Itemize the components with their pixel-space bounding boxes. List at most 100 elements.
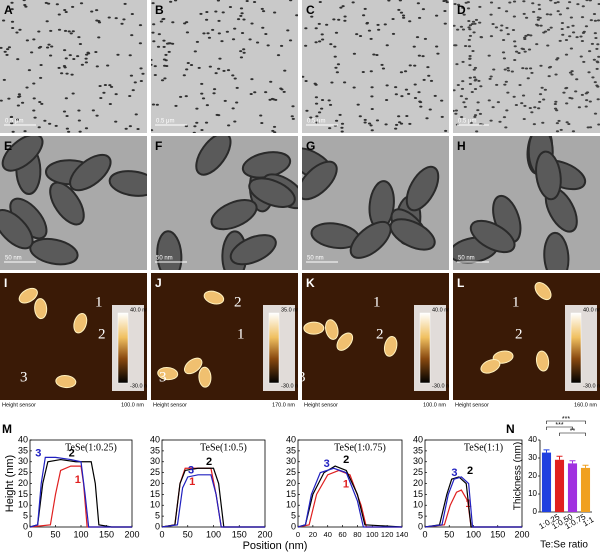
particle (47, 43, 51, 46)
curve-label: 1 (343, 478, 349, 490)
particle (468, 64, 472, 67)
particle (95, 19, 99, 22)
particle (48, 122, 52, 125)
particle (474, 18, 479, 21)
particle (78, 130, 82, 133)
particle (291, 105, 295, 108)
particle (596, 98, 600, 101)
error-bar (569, 460, 576, 464)
x-tick-label: 140 (396, 530, 409, 539)
nanorod (0, 209, 34, 250)
particle (469, 121, 473, 124)
particle (272, 98, 276, 101)
particle (514, 103, 518, 106)
x-tick-label: 40 (324, 530, 332, 539)
particle (295, 14, 298, 17)
particle (216, 0, 221, 2)
particle (533, 106, 537, 109)
y-tick-label: 5 (291, 511, 296, 521)
y-tick-label: 40 (286, 434, 296, 444)
particle (134, 113, 138, 116)
particle (128, 95, 132, 98)
particle (339, 6, 343, 9)
particle (123, 2, 127, 5)
particle (328, 103, 333, 106)
particle (476, 101, 480, 104)
profile-line (29, 456, 132, 528)
particle (570, 70, 574, 73)
particle (370, 108, 374, 111)
particle (470, 90, 474, 93)
scale-bar-label: 0.5 μm (156, 119, 174, 125)
particle (95, 65, 99, 68)
particle (581, 5, 585, 8)
particle (333, 55, 337, 58)
particle (476, 109, 480, 112)
particle (106, 64, 110, 67)
particle (183, 22, 187, 25)
particle (478, 21, 482, 24)
particle (39, 63, 43, 66)
particle (239, 50, 243, 53)
particle (71, 30, 75, 33)
particle (491, 22, 495, 25)
particle (103, 84, 107, 87)
particle (10, 8, 14, 11)
image-panel: 0.5 μm (151, 0, 298, 133)
particle (459, 25, 464, 28)
particle (568, 35, 572, 38)
particle (65, 115, 69, 118)
image-panel: 40.0 nm -30.0 nm Height sensor 100.0 nm 1 2 3 (302, 273, 449, 410)
particle (313, 82, 317, 85)
particle (422, 78, 426, 81)
particle (65, 72, 69, 75)
particle (502, 57, 507, 60)
particle (205, 18, 209, 21)
particle (129, 74, 134, 77)
particle (214, 10, 218, 13)
particle (63, 49, 67, 52)
particle (5, 53, 9, 56)
y-tick-label: 35 (150, 445, 160, 455)
particle (419, 105, 423, 108)
particle (391, 32, 396, 35)
particle (261, 10, 266, 13)
afm-marker: 3 (159, 369, 167, 385)
x-tick-label: 50 (50, 529, 60, 539)
particle (443, 10, 447, 13)
footer-bar (302, 400, 449, 410)
particle (375, 54, 379, 57)
particle (518, 84, 522, 87)
particle (131, 89, 135, 92)
particle (556, 1, 560, 4)
particle (466, 7, 471, 10)
particle (86, 51, 90, 54)
particle (500, 24, 504, 27)
afm-particle (534, 282, 552, 301)
particle (225, 30, 229, 33)
particle (264, 91, 268, 94)
particle (128, 125, 132, 128)
particle (402, 16, 406, 19)
particle (272, 125, 277, 128)
particle (343, 19, 347, 22)
particle (171, 21, 175, 24)
particle (524, 34, 528, 37)
bar (580, 467, 591, 512)
particle (367, 122, 372, 125)
particle (468, 24, 473, 27)
x-tick-label: 100 (206, 529, 221, 539)
image-panel: 35.0 nm -30.0 nm Height sensor 170.0 nm 2 1 3 (151, 273, 298, 410)
particle (423, 37, 428, 40)
particle (185, 68, 189, 71)
particle (253, 91, 257, 94)
particle (558, 13, 562, 16)
panel-letter: E (4, 139, 12, 153)
particle (325, 23, 329, 26)
particle (569, 47, 574, 50)
particle (521, 67, 525, 70)
particle (397, 115, 401, 118)
particle (153, 73, 157, 76)
particle (408, 64, 412, 67)
particle (495, 83, 499, 86)
